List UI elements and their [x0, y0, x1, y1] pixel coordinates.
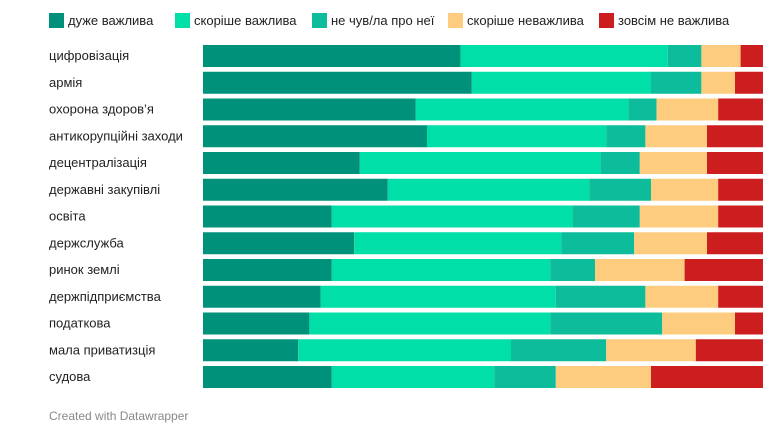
bar-segment-row7-series5 — [718, 205, 763, 228]
bar-segment-row11-series2 — [309, 312, 551, 335]
bar-segment-row13-series5 — [651, 366, 763, 388]
bar-segment-row11-series1 — [203, 312, 310, 335]
bar-segment-row6-series1 — [203, 178, 388, 201]
bar-segment-row10-series4 — [645, 285, 719, 308]
bar-segment-row13-series2 — [331, 366, 495, 388]
bar-segment-row5-series1 — [203, 152, 360, 174]
bar-segment-row13-series3 — [494, 366, 556, 388]
bar-segment-row4-series3 — [606, 125, 646, 148]
bar-segment-row6-series4 — [651, 178, 719, 201]
bar-segment-row9-series4 — [595, 259, 685, 281]
bar-segment-row6-series3 — [589, 178, 651, 201]
bar-segment-row7-series4 — [639, 205, 719, 228]
bar-segment-row1-series3 — [667, 45, 702, 67]
bar-segment-row7-series2 — [331, 205, 573, 228]
bar-segment-row2-series2 — [471, 71, 651, 94]
bar-segment-row8-series4 — [634, 232, 707, 255]
legend-swatch-3 — [312, 13, 327, 28]
row-label-4: антикорупційні заходи — [49, 128, 183, 143]
bar-segment-row5-series3 — [600, 152, 640, 174]
row-label-3: охорона здоров’я — [49, 102, 154, 117]
legend-label-5: зовсім не важлива — [618, 13, 730, 28]
legend: дуже важлива скоріше важлива не чув/ла про… — [49, 13, 730, 28]
bar-segment-row9-series3 — [550, 259, 595, 281]
row-label-5: децентралізація — [49, 155, 147, 170]
legend-label-2: скоріше важлива — [194, 13, 297, 28]
bar-segment-row7-series3 — [572, 205, 640, 228]
bar-segment-row3-series2 — [415, 98, 629, 121]
bar-segment-row6-series2 — [387, 178, 590, 201]
bar-segment-row4-series4 — [645, 125, 707, 148]
bar-segment-row6-series5 — [718, 178, 763, 201]
row-label-8: держслужба — [49, 235, 124, 250]
bar-segment-row8-series5 — [707, 232, 763, 255]
bar-segment-row4-series1 — [203, 125, 427, 148]
bar-segment-row2-series1 — [203, 71, 472, 94]
bar-segment-row10-series3 — [555, 285, 646, 308]
bar-segment-row3-series1 — [203, 98, 416, 121]
row-label-13: судова — [49, 369, 91, 384]
bar-segment-row2-series3 — [651, 71, 702, 94]
bar-segment-row11-series4 — [662, 312, 735, 335]
legend-swatch-5 — [599, 13, 614, 28]
bar-segment-row2-series5 — [735, 71, 763, 94]
row-label-12: мала приватизція — [49, 342, 155, 357]
chart-rows: цифровізація армія охорона здоров’я антикор… — [49, 45, 763, 388]
bar-segment-row11-series3 — [550, 312, 663, 335]
footer-credit: Created with Datawrapper — [49, 409, 188, 423]
row-label-1: цифровізація — [49, 48, 129, 63]
bar-segment-row9-series5 — [684, 259, 763, 281]
bar-segment-row10-series5 — [718, 285, 763, 308]
row-label-11: податкова — [49, 316, 111, 331]
row-label-10: держпідприємства — [49, 289, 162, 304]
bar-segment-row5-series4 — [639, 152, 707, 174]
row-label-2: армія — [49, 75, 82, 90]
bar-segment-row8-series1 — [203, 232, 355, 255]
row-label-6: державні закупівлі — [49, 182, 160, 197]
bar-segment-row9-series1 — [203, 259, 332, 281]
legend-swatch-2 — [175, 13, 190, 28]
legend-swatch-1 — [49, 13, 64, 28]
bar-segment-row10-series1 — [203, 285, 321, 308]
bar-segment-row9-series2 — [331, 259, 551, 281]
bar-segment-row12-series3 — [511, 339, 607, 362]
bar-segment-row1-series2 — [460, 45, 668, 67]
bar-segment-row12-series1 — [203, 339, 299, 362]
legend-swatch-4 — [448, 13, 463, 28]
legend-label-4: скоріше неважлива — [467, 13, 585, 28]
legend-label-1: дуже важлива — [68, 13, 154, 28]
row-label-9: ринок землі — [49, 262, 120, 277]
bar-segment-row3-series4 — [656, 98, 719, 121]
bar-segment-row1-series5 — [740, 45, 763, 67]
bar-segment-row7-series1 — [203, 205, 332, 228]
bar-segment-row12-series4 — [606, 339, 696, 362]
bar-segment-row4-series5 — [707, 125, 763, 148]
bar-segment-row12-series2 — [298, 339, 511, 362]
bar-segment-row4-series2 — [427, 125, 607, 148]
bar-segment-row1-series1 — [203, 45, 461, 67]
bar-segment-row8-series3 — [561, 232, 635, 255]
row-label-7: освіта — [49, 209, 86, 224]
bar-segment-row5-series2 — [359, 152, 601, 174]
bar-segment-row2-series4 — [701, 71, 735, 94]
bar-segment-row11-series5 — [735, 312, 763, 335]
legend-label-3: не чув/ла про неї — [331, 13, 435, 28]
bar-segment-row1-series4 — [701, 45, 741, 67]
bar-segment-row5-series5 — [707, 152, 763, 174]
bar-segment-row13-series1 — [203, 366, 332, 388]
bar-segment-row8-series2 — [354, 232, 562, 255]
bar-segment-row12-series5 — [695, 339, 763, 362]
bar-segment-row3-series5 — [718, 98, 763, 121]
bar-segment-row13-series4 — [555, 366, 651, 388]
bar-segment-row3-series3 — [628, 98, 657, 121]
bar-segment-row10-series2 — [320, 285, 556, 308]
